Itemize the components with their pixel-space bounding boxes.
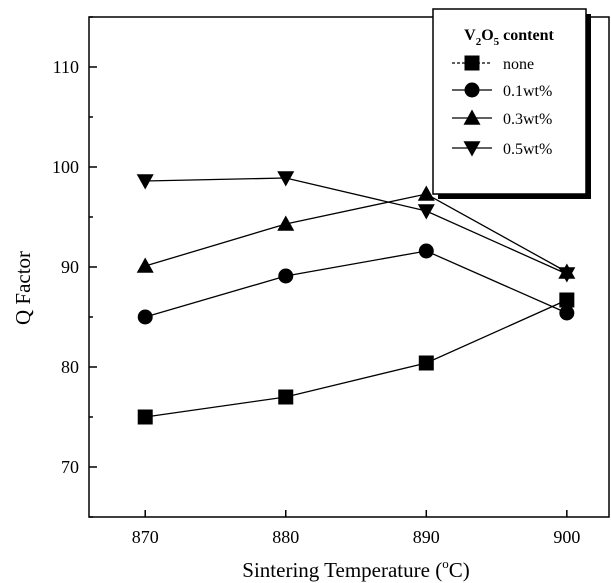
data-point (559, 292, 575, 308)
series-line (145, 193, 568, 273)
data-point (137, 409, 153, 425)
y-tick-label: 100 (52, 157, 79, 177)
y-tick-label: 90 (61, 257, 79, 277)
legend-title-o: O (481, 27, 493, 44)
series-line (145, 250, 568, 318)
x-axis-title-end: C) (449, 558, 470, 582)
series-circle (137, 243, 575, 325)
legend-label: 0.5wt% (503, 141, 552, 158)
series-line (145, 177, 568, 275)
y-tick-label: 80 (61, 357, 79, 377)
x-axis-title-degree: o (442, 556, 449, 571)
x-tick-label: 900 (553, 527, 580, 547)
y-axis-title: Q Factor (11, 251, 35, 325)
x-tick-label: 880 (272, 527, 299, 547)
y-tick-label: 110 (53, 57, 79, 77)
axis-ticks: 870 880 890 900 70 80 90 100 110 (52, 16, 580, 547)
legend-marker (464, 82, 480, 98)
legend-label: 0.1wt% (503, 83, 552, 100)
data-point (136, 257, 154, 273)
x-axis-title-main: Sintering Temperature ( (242, 558, 442, 582)
data-point (558, 267, 576, 283)
legend-marker (463, 109, 481, 125)
data-point (136, 174, 154, 190)
data-point (278, 389, 294, 405)
series-triangle-up (136, 185, 576, 279)
x-tick-label: 870 (132, 527, 159, 547)
legend-label: none (503, 56, 534, 73)
data-point (417, 185, 435, 201)
series-square (137, 292, 575, 425)
legend: V2O5 content none 0.1wt% 0.3wt% 0.5wt% (432, 8, 591, 199)
legend-title-rest: content (499, 27, 554, 44)
data-point (559, 305, 575, 321)
legend-marker (463, 141, 481, 157)
series-line (145, 299, 568, 418)
data-point (277, 215, 295, 231)
legend-title-v: V (464, 27, 476, 44)
legend-label: 0.3wt% (503, 111, 552, 128)
legend-title-sub1: 2 (476, 36, 482, 48)
legend-title: V2O5 content (464, 27, 554, 48)
data-point (137, 309, 153, 325)
y-tick-label: 70 (61, 457, 79, 477)
legend-box (432, 8, 587, 195)
data-point (278, 268, 294, 284)
data-point (418, 243, 434, 259)
legend-title-sub2: 5 (494, 36, 500, 48)
legend-entries: none 0.1wt% 0.3wt% 0.5wt% (452, 55, 552, 158)
series-triangle-down (136, 171, 576, 283)
series-layer (136, 171, 576, 425)
legend-marker (464, 55, 480, 71)
data-point (277, 171, 295, 187)
data-point (417, 204, 435, 220)
data-point (418, 355, 434, 371)
x-axis-title: Sintering Temperature (oC) (242, 556, 469, 582)
x-tick-label: 890 (413, 527, 440, 547)
